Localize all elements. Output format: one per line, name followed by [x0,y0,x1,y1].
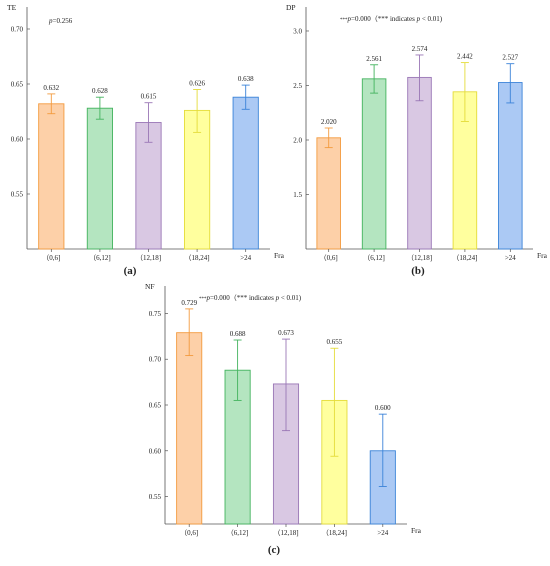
data-label-1: 0.632 [43,84,59,92]
x-tick-label-3: （12,18] [273,529,298,537]
x-tick-label-1: （0,6] [42,254,60,262]
panel-label: (c) [268,544,281,556]
data-label-4: 0.626 [189,80,205,88]
x-axis-title: Fra [411,526,422,535]
y-axis-title: TE [7,3,17,12]
y-tick-label: 0.70 [149,356,162,364]
bar-1 [38,103,65,250]
bar-3 [407,76,432,250]
data-label-4: 2.442 [457,53,473,61]
x-tick-label-4: （18,24] [452,254,477,262]
chart-panel-2: 1.5 2.0 2.5 3.0 DP Fra 2.020 （0,6] 2.561 （6,12] 2.… [286,3,548,277]
x-tick-label-3: （12,18] [136,254,161,262]
panel-label: (b) [411,265,425,277]
y-tick-label: 0.55 [11,191,24,199]
y-tick-label: 2.0 [293,136,302,144]
bar-3 [135,122,162,250]
y-tick-label: 0.55 [149,493,162,501]
bar-1 [316,137,341,250]
bar-4 [321,399,348,525]
x-tick-label-5: >24 [377,529,388,537]
bar-5 [232,96,259,250]
data-label-5: 0.638 [238,75,254,83]
data-label-1: 0.729 [181,299,197,307]
x-axis-title: Fra [537,251,548,260]
bar-5 [498,82,523,250]
x-tick-label-2: （6,12] [227,529,249,537]
chart-panel-1: 0.55 0.60 0.65 0.70 TE Fra 0.632 （0,6] 0.628 （6,1… [7,3,285,277]
data-label-2: 0.688 [230,330,246,338]
data-label-3: 2.574 [412,45,428,53]
data-label-3: 0.673 [278,329,294,337]
x-tick-label-5: >24 [240,254,251,262]
significance-annotation: ***p=0.000（*** indicates p < 0.01) [199,294,302,302]
y-axis-title: DP [286,3,296,12]
significance-annotation: ***p=0.000（*** indicates p < 0.01) [340,15,443,23]
y-tick-label: 0.65 [149,402,162,410]
y-tick-label: 0.70 [11,26,24,34]
chart-panel-3: 0.55 0.60 0.65 0.70 0.75 NF Fra 0.729 （0,6] 0.688… [145,282,422,556]
data-label-5: 0.600 [375,404,391,412]
x-tick-label-1: （0,6] [320,254,338,262]
y-tick-label: 1.5 [293,191,302,199]
data-label-3: 0.615 [141,93,157,101]
bar-1 [176,332,203,525]
data-label-5: 2.527 [502,54,518,62]
y-tick-label: 0.60 [149,447,162,455]
y-tick-label: 0.65 [11,81,24,89]
y-tick-label: 0.75 [149,310,162,318]
x-tick-label-5: >24 [505,254,516,262]
x-tick-label-4: （18,24] [322,529,347,537]
y-tick-label: 0.60 [11,136,24,144]
significance-annotation: p=0.256 [48,17,73,25]
panel-label: (a) [124,265,137,277]
x-tick-label-2: （6,12] [89,254,111,262]
data-label-2: 0.628 [92,87,108,95]
data-label-1: 2.020 [321,118,337,126]
bar-2 [361,78,387,250]
x-tick-label-3: （12,18] [407,254,432,262]
bar-2 [86,107,113,250]
data-label-4: 0.655 [327,338,343,346]
x-axis-title: Fra [274,251,285,260]
x-tick-label-2: （6,12] [363,254,385,262]
data-label-2: 2.561 [366,55,382,63]
y-axis-title: NF [145,282,155,291]
x-tick-label-4: （18,24] [185,254,210,262]
x-tick-label-1: （0,6] [180,529,198,537]
y-tick-label: 2.5 [293,82,302,90]
y-tick-label: 3.0 [293,27,302,35]
